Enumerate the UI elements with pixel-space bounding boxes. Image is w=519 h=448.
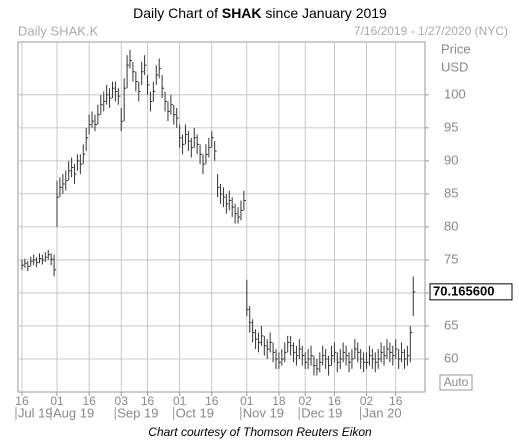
scale-mode: Auto [444,375,469,389]
plot-frame [17,41,426,393]
chart-title: Daily Chart of SHAK since January 2019 [133,5,387,21]
grid [18,42,425,392]
instrument: Daily SHAK.K [18,23,99,38]
x-tick-label: 02 [360,394,374,408]
y-tick-label: 80 [444,218,458,233]
x-tick-label: 01 [240,394,254,408]
month-label: Oct 19 [176,405,214,420]
y-tick-label: 60 [444,350,458,365]
x-tick-label: 01 [173,394,187,408]
y-tick-label: 90 [444,152,458,167]
month-label: Jul 19 [18,405,53,420]
month-label: Jan 20 [363,405,402,420]
x-tick-label: 16 [141,394,155,408]
title-part: SHAK [222,5,262,21]
x-tick-label: 03 [115,394,129,408]
date-range: 7/16/2019 - 1/27/2020 (NYC) [354,24,508,38]
x-tick-label: 16 [82,394,96,408]
month-label: Aug 19 [53,405,94,420]
scale-mode-box [439,374,473,391]
axis-label: Price [441,41,471,56]
y-tick-label: 85 [444,185,458,200]
month-label: Dec 19 [301,405,342,420]
title-part: Daily Chart of [133,5,222,21]
month-label: Sep 19 [117,405,158,420]
current-price-label: 70.165600 [433,283,494,298]
caption: Chart courtesy of Thomson Reuters Eikon [148,425,372,439]
y-tick-label: 100 [444,86,466,101]
x-tick-label: 18 [272,394,286,408]
x-tick-label: 16 [389,394,403,408]
current-price-box [429,283,513,301]
y-tick-label: 95 [444,119,458,134]
x-tick-label: 16 [328,394,342,408]
x-tick-label: 16 [205,394,219,408]
axis-label: USD [441,59,468,74]
x-tick-label: 01 [50,394,64,408]
y-tick-label: 75 [444,251,458,266]
x-tick-label: 16 [15,394,29,408]
x-tick-label: 02 [299,394,313,408]
month-label: Nov 19 [243,405,284,420]
title-part: since January 2019 [262,5,388,21]
bars [21,49,416,376]
y-tick-label: 65 [444,317,458,332]
